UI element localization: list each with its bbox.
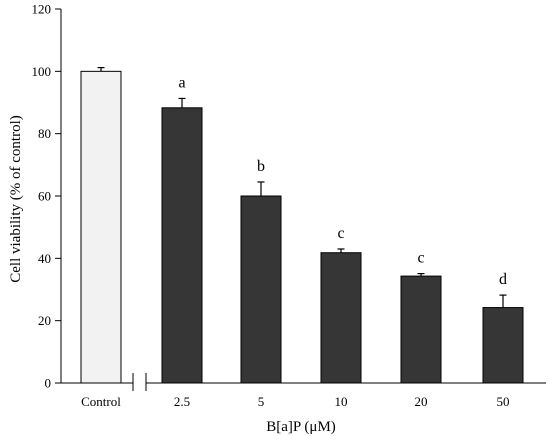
bar-control <box>80 70 122 384</box>
significance-label: c <box>417 250 424 267</box>
x-tick-label: Control <box>81 394 121 409</box>
y-axis-title: Cell viability (% of control) <box>8 115 24 282</box>
y-tick-label: 60 <box>38 189 51 204</box>
bar-20 <box>400 275 442 384</box>
y-tick-label: 120 <box>32 2 52 17</box>
x-tick-label: 5 <box>258 394 265 409</box>
significance-label: d <box>499 271 507 288</box>
axis-break-marker <box>132 373 147 391</box>
bar-2.5 <box>161 107 203 384</box>
x-tick-label: 10 <box>335 394 348 409</box>
y-tick-label: 40 <box>38 251 51 266</box>
x-tick-label: 50 <box>497 394 510 409</box>
axes-layer <box>55 8 546 391</box>
y-tick-label: 20 <box>38 313 51 328</box>
significance-label: c <box>337 225 344 242</box>
error-bar-control <box>97 66 105 72</box>
significance-label: b <box>257 158 265 175</box>
error-bar-5 <box>257 181 265 196</box>
error-bar-10 <box>337 248 345 253</box>
significance-label: a <box>178 74 185 91</box>
error-bar-50 <box>499 294 507 308</box>
error-bar-20 <box>417 273 425 277</box>
y-tick-label: 100 <box>32 64 52 79</box>
x-axis-title: B[a]P (μM) <box>266 419 336 435</box>
x-tick-label: 2.5 <box>174 394 190 409</box>
y-tick-label: 0 <box>45 376 52 391</box>
y-tick-label: 80 <box>38 126 51 141</box>
bar-10 <box>320 252 362 384</box>
labels-layer: Control a 2.5 b 5 c 10 c 20 d 50 0 20 40 60 80 100 120 <box>32 2 510 410</box>
error-bar-2.5 <box>178 97 186 108</box>
bars-layer <box>80 70 524 384</box>
x-tick-label: 20 <box>415 394 428 409</box>
bar-50 <box>482 307 524 384</box>
error-bars-layer <box>97 66 507 308</box>
bar-5 <box>240 195 282 384</box>
